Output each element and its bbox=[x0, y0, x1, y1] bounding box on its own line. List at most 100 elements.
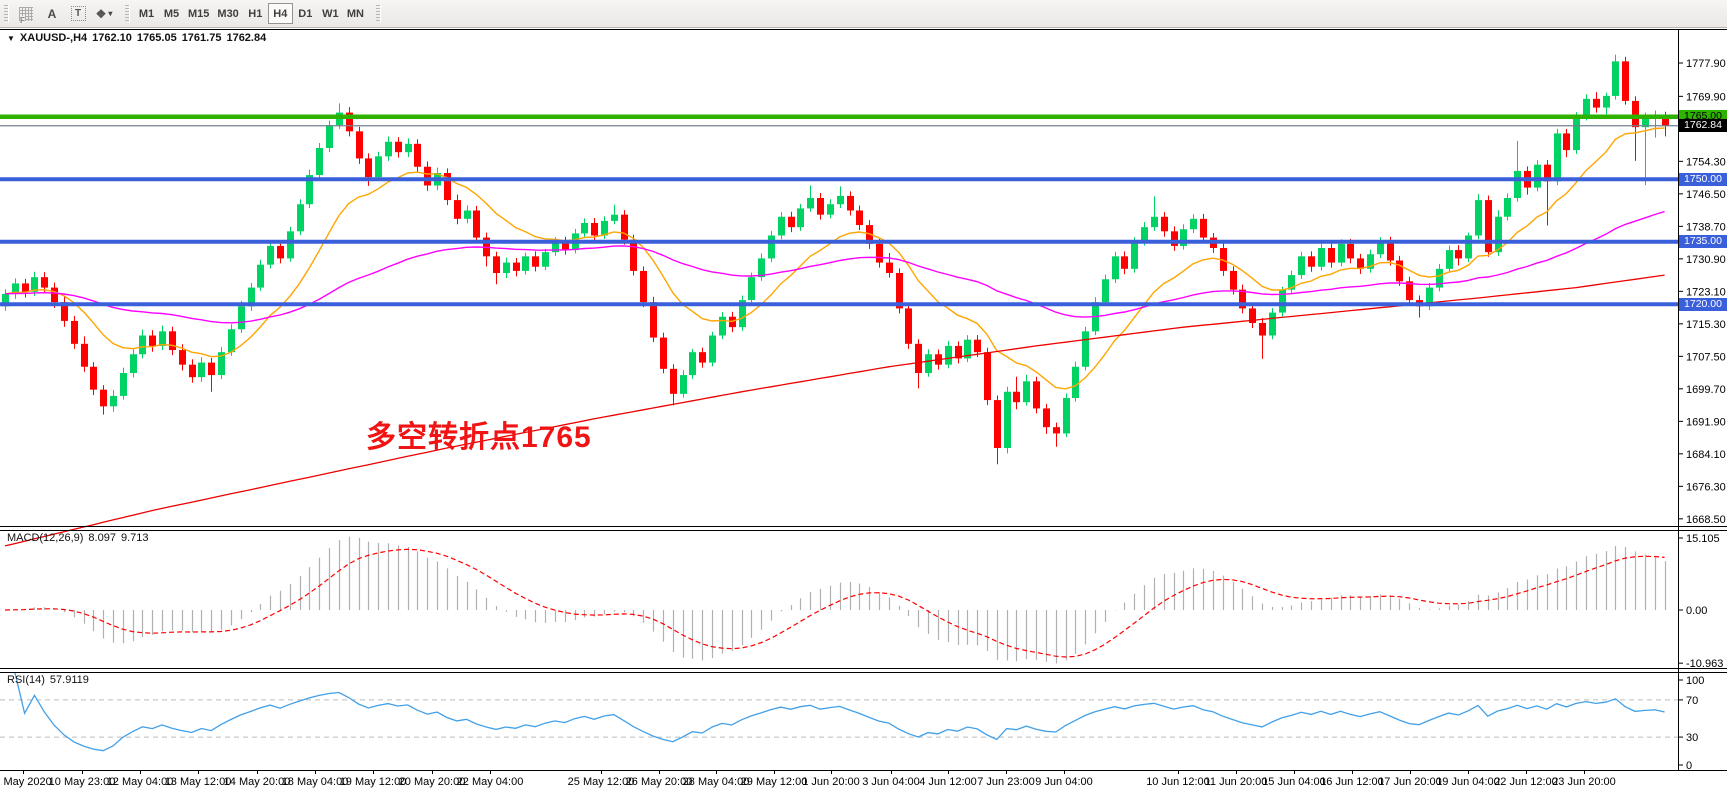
level-badge-1750[interactable]: 1750.00 bbox=[1679, 173, 1727, 186]
svg-text:7 May 2020: 7 May 2020 bbox=[0, 776, 52, 788]
svg-text:10 Jun 12:00: 10 Jun 12:00 bbox=[1146, 776, 1210, 788]
svg-text:29 May 12:00: 29 May 12:00 bbox=[741, 776, 808, 788]
macd-main-value: 8.097 bbox=[88, 532, 116, 544]
timeframe-button-m1[interactable]: M1 bbox=[138, 7, 155, 20]
svg-text:9 Jun 04:00: 9 Jun 04:00 bbox=[1035, 776, 1093, 788]
svg-text:30: 30 bbox=[1686, 732, 1698, 744]
svg-text:1754.30: 1754.30 bbox=[1686, 156, 1726, 168]
svg-text:1699.70: 1699.70 bbox=[1686, 384, 1726, 396]
timeframe-button-group: M1 M5 M15 M30 H1 H4 D1 W1 MN bbox=[134, 3, 368, 24]
rsi-name: RSI(14) bbox=[7, 674, 45, 686]
moving-averages-layer bbox=[4, 127, 1665, 547]
svg-text:12 May 04:00: 12 May 04:00 bbox=[107, 776, 174, 788]
chart-canvas[interactable]: 1777.90 1769.90 1754.30 1746.50 1738.70 1730.… bbox=[0, 28, 1727, 793]
timeframe-button-m5[interactable]: M5 bbox=[163, 7, 180, 20]
level-badge-1720[interactable]: 1720.00 bbox=[1679, 298, 1727, 311]
timeframe-button-m30[interactable]: M30 bbox=[217, 7, 239, 20]
macd-signal-value: 9.713 bbox=[120, 532, 149, 544]
price-axis[interactable]: 1777.90 1769.90 1754.30 1746.50 1738.70 1730.… bbox=[1678, 58, 1726, 526]
symbol-name: XAUUSD-,H4 bbox=[19, 32, 88, 44]
svg-text:-10.963: -10.963 bbox=[1686, 658, 1723, 670]
macd-panel-label: MACD(12,26,9) 8.097 9.713 bbox=[7, 532, 148, 544]
svg-text:1691.90: 1691.90 bbox=[1686, 416, 1726, 428]
svg-text:14 May 20:00: 14 May 20:00 bbox=[224, 776, 291, 788]
svg-text:100: 100 bbox=[1686, 675, 1704, 687]
svg-text:10 May 23:00: 10 May 23:00 bbox=[49, 776, 116, 788]
toolbar: F A T ❖ ▾ M1 M5 M15 M30 H1 H4 D1 W1 MN bbox=[0, 0, 1727, 28]
svg-text:16 Jun 12:00: 16 Jun 12:00 bbox=[1320, 776, 1384, 788]
svg-text:0: 0 bbox=[1686, 760, 1692, 772]
dropdown-caret-icon: ▾ bbox=[108, 9, 113, 18]
svg-text:1684.10: 1684.10 bbox=[1686, 449, 1726, 461]
macd-name: MACD(12,26,9) bbox=[7, 532, 84, 544]
svg-text:1746.50: 1746.50 bbox=[1686, 189, 1726, 201]
timeframe-button-h1[interactable]: H1 bbox=[248, 7, 263, 20]
toolbar-grip-3[interactable] bbox=[375, 4, 381, 23]
svg-text:25 May 12:00: 25 May 12:00 bbox=[568, 776, 635, 788]
timeframe-button-mn[interactable]: MN bbox=[346, 7, 364, 20]
svg-text:20 May 20:00: 20 May 20:00 bbox=[399, 776, 466, 788]
svg-text:28 May 04:00: 28 May 04:00 bbox=[683, 776, 750, 788]
ohlc-low: 1761.75 bbox=[181, 32, 222, 44]
svg-text:1 Jun 20:00: 1 Jun 20:00 bbox=[802, 776, 860, 788]
svg-text:1676.30: 1676.30 bbox=[1686, 481, 1726, 493]
svg-text:19 Jun 04:00: 19 Jun 04:00 bbox=[1436, 776, 1500, 788]
ohlc-close: 1762.84 bbox=[226, 32, 267, 44]
svg-text:1723.10: 1723.10 bbox=[1686, 286, 1726, 298]
svg-text:1730.90: 1730.90 bbox=[1686, 254, 1726, 266]
chart-template-button[interactable]: F bbox=[14, 3, 38, 25]
cursor-mode-button[interactable]: ❖ ▾ bbox=[92, 3, 116, 25]
panel-borders bbox=[0, 29, 1727, 771]
timeframe-button-m15[interactable]: M15 bbox=[188, 7, 210, 20]
level-badge-1735[interactable]: 1735.00 bbox=[1679, 235, 1727, 248]
ohlc-high: 1765.05 bbox=[136, 32, 177, 44]
timeframe-button-d1[interactable]: D1 bbox=[298, 7, 313, 20]
macd-axis[interactable]: 15.105 0.00 -10.963 bbox=[1678, 533, 1723, 670]
svg-text:23 Jun 20:00: 23 Jun 20:00 bbox=[1552, 776, 1616, 788]
timeframe-button-w1[interactable]: W1 bbox=[322, 7, 339, 20]
text-label-icon: A bbox=[47, 6, 57, 21]
svg-text:15.105: 15.105 bbox=[1686, 533, 1720, 545]
svg-text:11 Jun 20:00: 11 Jun 20:00 bbox=[1205, 776, 1268, 788]
text-box-icon: T bbox=[70, 6, 86, 21]
svg-text:1777.90: 1777.90 bbox=[1686, 58, 1726, 70]
svg-text:1715.30: 1715.30 bbox=[1686, 319, 1726, 331]
macd-layer bbox=[4, 536, 1667, 664]
svg-text:1707.50: 1707.50 bbox=[1686, 351, 1726, 363]
svg-text:4 Jun 12:00: 4 Jun 12:00 bbox=[919, 776, 977, 788]
svg-text:26 May 20:00: 26 May 20:00 bbox=[626, 776, 693, 788]
rsi-value: 57.9119 bbox=[49, 674, 89, 686]
rsi-axis[interactable]: 100 70 30 0 bbox=[1678, 675, 1704, 772]
svg-text:22 May 04:00: 22 May 04:00 bbox=[457, 776, 524, 788]
toolbar-grip-2[interactable] bbox=[125, 4, 130, 23]
current-price-badge: 1762.84 bbox=[1679, 119, 1727, 132]
symbol-dropdown-icon[interactable]: ▼ bbox=[7, 33, 15, 43]
timeframe-button-h4[interactable]: H4 bbox=[267, 3, 293, 24]
svg-text:70: 70 bbox=[1686, 695, 1698, 707]
grid-f-icon: F bbox=[19, 6, 33, 25]
svg-text:0.00: 0.00 bbox=[1686, 605, 1707, 617]
text-box-tool-button[interactable]: T bbox=[66, 3, 90, 25]
svg-text:15 Jun 04:00: 15 Jun 04:00 bbox=[1262, 776, 1326, 788]
text-label-tool-button[interactable]: A bbox=[40, 3, 64, 25]
svg-text:18 May 04:00: 18 May 04:00 bbox=[282, 776, 349, 788]
rsi-layer bbox=[0, 671, 1678, 752]
svg-text:22 Jun 12:00: 22 Jun 12:00 bbox=[1494, 776, 1558, 788]
level-lines-layer[interactable] bbox=[0, 114, 1678, 307]
svg-text:1769.90: 1769.90 bbox=[1686, 91, 1726, 103]
svg-text:13 May 12:00: 13 May 12:00 bbox=[165, 776, 232, 788]
cursor-mode-icon: ❖ bbox=[95, 6, 107, 21]
ohlc-open: 1762.10 bbox=[92, 32, 132, 44]
svg-text:19 May 12:00: 19 May 12:00 bbox=[340, 776, 407, 788]
svg-text:7 Jun 23:00: 7 Jun 23:00 bbox=[977, 776, 1035, 788]
svg-text:17 Jun 20:00: 17 Jun 20:00 bbox=[1378, 776, 1442, 788]
svg-text:1668.50: 1668.50 bbox=[1686, 514, 1726, 526]
rsi-panel-label: RSI(14) 57.9119 bbox=[7, 674, 89, 686]
svg-text:1738.70: 1738.70 bbox=[1686, 221, 1726, 233]
chart-annotation-text[interactable]: 多空转折点1765 bbox=[366, 421, 592, 454]
svg-text:3 Jun 04:00: 3 Jun 04:00 bbox=[862, 776, 920, 788]
toolbar-grip[interactable] bbox=[4, 4, 9, 23]
symbol-title[interactable]: ▼ XAUUSD-,H4 1762.10 1765.05 1761.75 176… bbox=[7, 32, 266, 44]
